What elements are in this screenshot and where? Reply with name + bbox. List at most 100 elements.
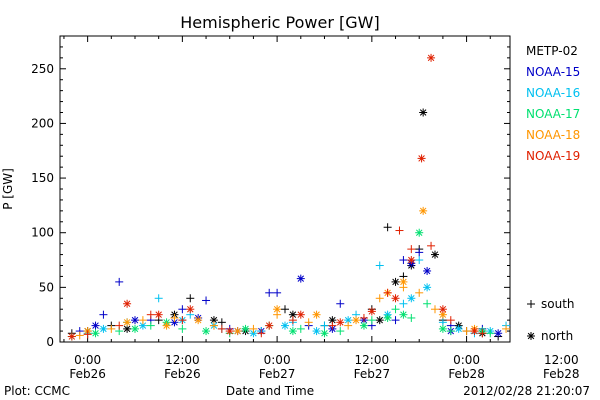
noaa-15-south-point	[399, 256, 408, 265]
legend-entry-noaa-19: NOAA-19	[526, 149, 580, 163]
x-tick-date-label: Feb27	[259, 367, 296, 381]
noaa-16-north-point	[99, 324, 108, 333]
y-tick-label: 50	[39, 280, 54, 294]
noaa-17-south-point	[446, 327, 455, 336]
noaa-19-south-point	[427, 241, 436, 250]
x-tick-time-label: 0:00	[453, 353, 480, 367]
noaa-18-south-point	[75, 331, 84, 340]
noaa-19-south-point	[395, 226, 404, 235]
marker-legend-plus-icon	[527, 300, 535, 308]
x-tick-date-label: Feb26	[69, 367, 106, 381]
noaa-17-north-point	[241, 324, 250, 333]
noaa-19-south-point	[178, 316, 187, 325]
y-axis-label-group: P [GW]	[1, 168, 15, 210]
noaa-19-south-point	[83, 330, 92, 339]
noaa-19-north-point	[296, 310, 305, 319]
noaa-18-south-point	[344, 321, 353, 330]
noaa-19-north-point	[427, 53, 436, 62]
noaa-17-north-point	[202, 327, 211, 336]
marker-legend: south north	[527, 297, 575, 343]
plot-frame	[59, 35, 511, 343]
metp-02-south-point	[186, 294, 195, 303]
legend-entry-noaa-16: NOAA-16	[526, 86, 580, 100]
noaa-15-south-point	[178, 305, 187, 314]
noaa-19-south-point	[328, 321, 337, 330]
noaa-19-south-point	[407, 245, 416, 254]
x-tick-time-label: 12:00	[544, 353, 579, 367]
noaa-19-south-point	[288, 316, 297, 325]
x-axis-label: Date and Time	[226, 384, 314, 398]
x-axis-ticks: 0:00Feb2612:00Feb260:00Feb2712:00Feb270:…	[63, 36, 580, 381]
y-tick-label: 100	[31, 226, 54, 240]
noaa-16-south-point	[320, 321, 329, 330]
noaa-16-north-point	[454, 324, 463, 333]
noaa-18-north-point	[419, 206, 428, 215]
noaa-16-north-point	[138, 321, 147, 330]
noaa-18-south-point	[415, 288, 424, 297]
noaa-17-south-point	[367, 316, 376, 325]
noaa-19-south-point	[359, 313, 368, 322]
noaa-19-south-point	[257, 329, 266, 338]
metp-02-south-point	[281, 305, 289, 314]
plot-area	[59, 35, 511, 343]
noaa-17-north-point	[320, 329, 329, 338]
metp-02-south-point	[383, 223, 392, 232]
noaa-17-south-point	[178, 324, 187, 333]
x-tick-time-label: 12:00	[165, 353, 200, 367]
noaa-18-north-point	[123, 318, 132, 327]
metp-02-north-point	[375, 316, 384, 325]
noaa-17-south-point	[296, 324, 305, 333]
marker-legend-label-south: south	[541, 297, 575, 311]
marker-legend-star-icon	[527, 332, 535, 340]
x-tick-time-label: 12:00	[355, 353, 390, 367]
noaa-19-north-point	[265, 321, 274, 330]
noaa-15-north-point	[131, 316, 139, 325]
noaa-17-north-point	[415, 228, 424, 237]
y-axis-label: P [GW]	[1, 168, 15, 210]
metp-02-north-point	[391, 277, 400, 286]
noaa-16-north-point	[423, 283, 432, 292]
chart-title: Hemispheric Power [GW]	[180, 13, 379, 32]
noaa-15-north-point	[170, 318, 179, 327]
noaa-18-north-point	[352, 316, 361, 325]
noaa-19-north-point	[225, 327, 234, 336]
noaa-18-south-point	[209, 321, 218, 330]
noaa-18-south-point	[138, 316, 147, 325]
noaa-19-north-point	[470, 327, 479, 336]
noaa-18-north-point	[194, 316, 203, 325]
noaa-17-north-point	[438, 324, 447, 333]
noaa-17-north-point	[131, 324, 139, 333]
noaa-17-north-point	[399, 310, 408, 319]
data-points	[67, 53, 511, 341]
noaa-19-north-point	[67, 332, 76, 341]
noaa-17-north-point	[91, 329, 100, 338]
noaa-15-south-point	[115, 277, 124, 286]
noaa-15-north-point	[423, 266, 432, 275]
noaa-16-south-point	[415, 256, 424, 265]
x-tick-date-label: Feb28	[543, 367, 580, 381]
noaa-17-north-point	[383, 313, 392, 322]
noaa-18-south-point	[107, 324, 116, 333]
noaa-19-north-point	[407, 256, 416, 265]
noaa-17-south-point	[391, 305, 400, 314]
x-tick-date-label: Feb26	[164, 367, 201, 381]
noaa-15-north-point	[91, 321, 100, 330]
x-tick-time-label: 0:00	[74, 353, 101, 367]
y-tick-label: 0	[46, 335, 54, 349]
noaa-18-south-point	[304, 318, 313, 327]
y-tick-label: 150	[31, 171, 54, 185]
noaa-18-south-point	[249, 324, 258, 333]
footer-credit: Plot: CCMC	[4, 384, 70, 398]
noaa-19-north-point	[367, 307, 376, 316]
y-tick-label: 200	[31, 116, 54, 130]
noaa-18-north-point	[233, 327, 242, 336]
noaa-19-north-point	[417, 154, 426, 163]
noaa-17-south-point	[486, 329, 495, 338]
noaa-19-north-point	[123, 299, 132, 308]
noaa-19-north-point	[336, 318, 345, 327]
noaa-18-north-point	[162, 321, 171, 330]
footer-timestamp: 2012/02/28 21:20:07	[463, 384, 590, 398]
y-axis-ticks: 0 50 100 150 200 250	[31, 46, 510, 349]
noaa-15-south-point	[273, 288, 282, 297]
noaa-19-south-point	[446, 316, 455, 325]
